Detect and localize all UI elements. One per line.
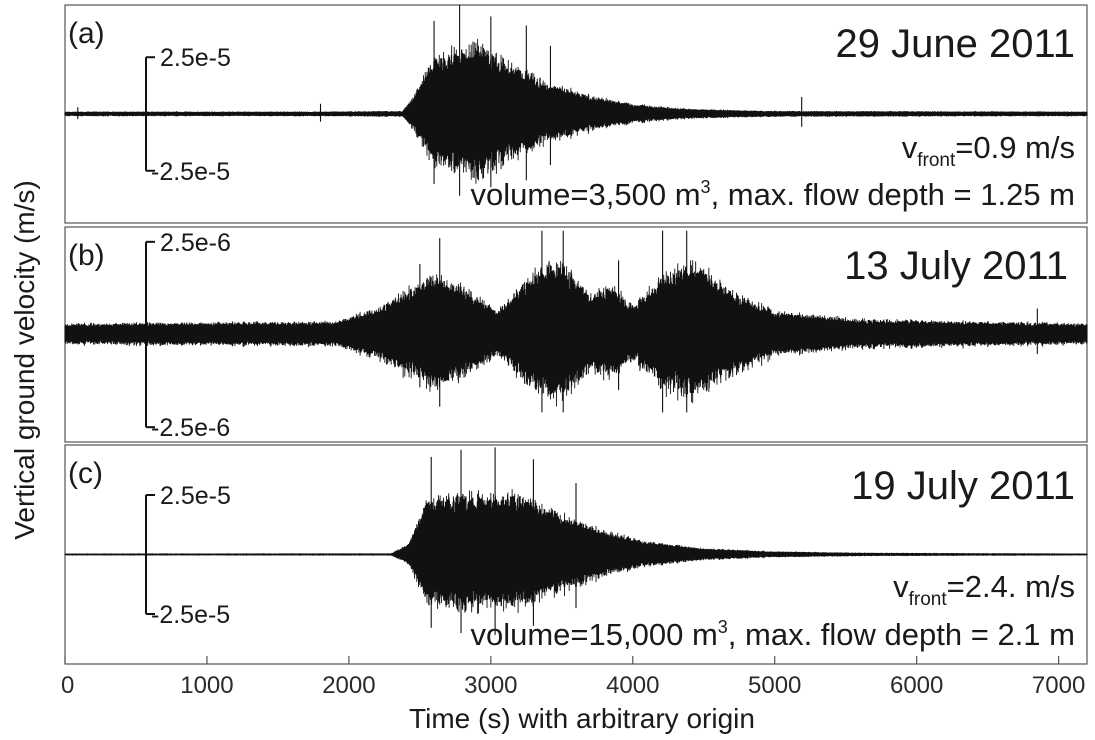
panel-label: (b) (68, 239, 105, 272)
x-tick-label: 6000 (890, 672, 943, 699)
panel-label: (a) (68, 17, 105, 50)
x-tick-label: 1000 (180, 672, 233, 699)
x-axis-label: Time (s) with arbitrary origin (409, 703, 755, 734)
x-tick-label: 2000 (322, 672, 375, 699)
x-tick-label: 3000 (464, 672, 517, 699)
scale-bottom-label: -2.5e-6 (151, 414, 230, 442)
front-velocity: vfront=2.4. m/s (893, 569, 1075, 610)
scale-bar: 2.5e-5 -2.5e-5 (145, 482, 231, 629)
scale-bar: 2.5e-5 -2.5e-5 (145, 44, 231, 186)
x-axis: 0 1000 2000 3000 4000 5000 6000 7000 (61, 656, 1085, 699)
front-velocity: vfront=0.9 m/s (902, 130, 1075, 171)
event-date: 13 July 2011 (844, 244, 1068, 288)
panel-b: 2.5e-6 -2.5e-6 (b) 13 July 2011 (64, 226, 1088, 443)
panel-a: 2.5e-5 -2.5e-5 (a) 29 June 2011 vfront=0.9 m… (64, 4, 1088, 224)
event-date: 29 June 2011 (836, 22, 1075, 66)
panel-c: 2.5e-5 -2.5e-5 (c) 19 July 2011 vfront=2.4. … (64, 444, 1088, 665)
panels-layer: 2.5e-5 -2.5e-5 (a) 29 June 2011 vfront=0.9 m… (64, 4, 1088, 665)
x-tick-label: 0 (61, 672, 74, 699)
volume-depth: volume=15,000 m3, max. flow depth = 2.1 … (470, 617, 1075, 652)
waveform-trace (64, 260, 1088, 407)
x-tick-label: 7000 (1032, 672, 1085, 699)
scale-bar: 2.5e-6 -2.5e-6 (145, 229, 231, 442)
volume-depth: volume=3,500 m3, max. flow depth = 1.25 … (470, 177, 1075, 212)
event-date: 19 July 2011 (851, 464, 1075, 508)
scale-top-label: 2.5e-6 (160, 229, 231, 257)
panel-label: (c) (68, 457, 103, 490)
x-tick-label: 5000 (748, 672, 801, 699)
scale-bottom-label: -2.5e-5 (151, 158, 230, 186)
x-tick-label: 4000 (606, 672, 659, 699)
scale-top-label: 2.5e-5 (160, 482, 231, 510)
scale-bottom-label: -2.5e-5 (151, 601, 230, 629)
scale-top-label: 2.5e-5 (160, 44, 231, 72)
y-axis-label: Vertical ground velocity (m/s) (9, 180, 40, 539)
